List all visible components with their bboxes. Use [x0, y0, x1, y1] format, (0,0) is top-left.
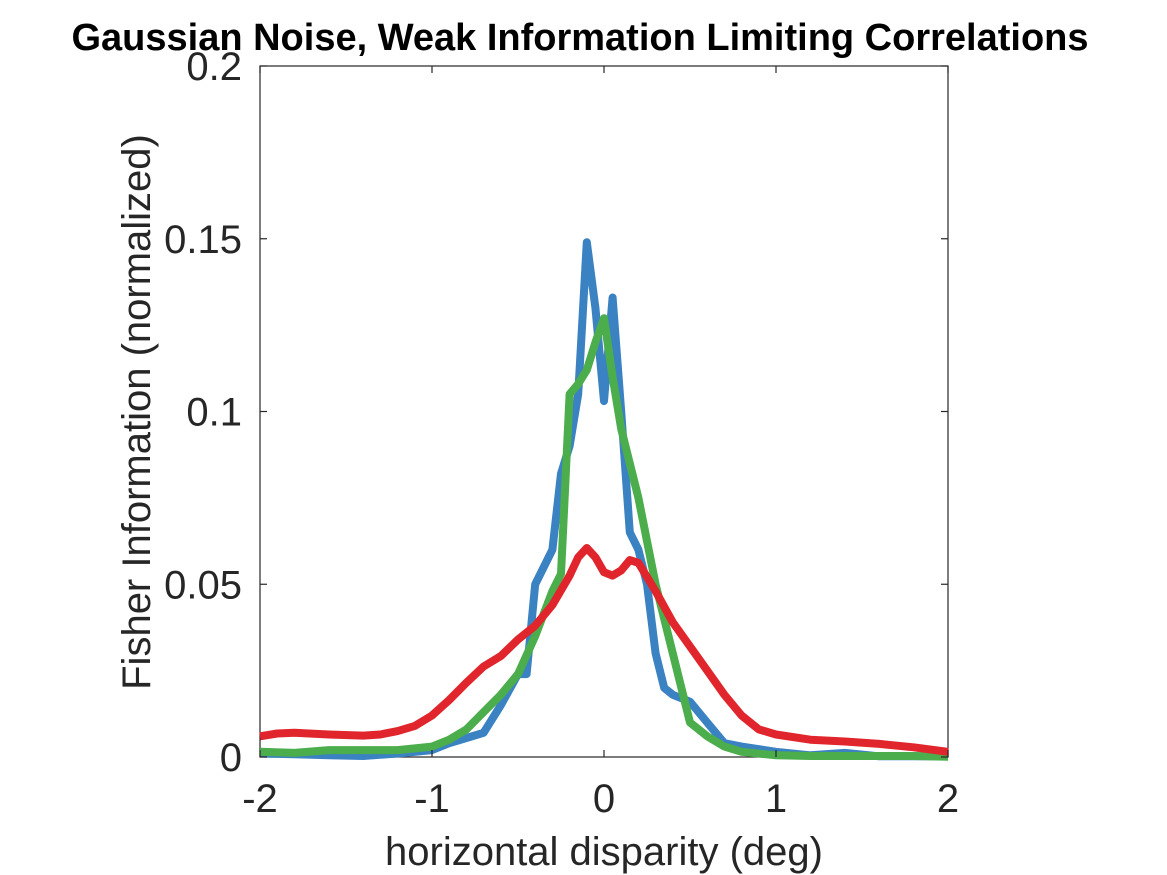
- y-tick-label: 0: [220, 736, 242, 780]
- plot-area: [259, 65, 949, 758]
- x-tick-label: -2: [242, 777, 278, 821]
- y-tick-label: 0.15: [164, 218, 242, 262]
- y-axis-label: Fisher Information (normalized): [115, 134, 159, 690]
- series-line-2: [259, 314, 949, 761]
- axes-box: [259, 65, 949, 758]
- x-tick-label: 2: [937, 777, 959, 821]
- x-tick-label: 0: [593, 777, 615, 821]
- y-tick-label: 0.1: [186, 391, 242, 435]
- x-axis-label: horizontal disparity (deg): [385, 830, 823, 874]
- chart-title: Gaussian Noise, Weak Information Limitin…: [71, 17, 1088, 59]
- y-axis-ticks: 0 0.05 0.1 0.15 0.2: [164, 45, 948, 780]
- series-layer: [259, 238, 949, 761]
- y-tick-label: 0.05: [164, 563, 242, 607]
- x-axis-ticks: -2 -1 0 1 2: [242, 66, 959, 821]
- series-line-3: [259, 544, 949, 756]
- y-tick-label: 0.2: [186, 45, 242, 89]
- x-tick-label: -1: [414, 777, 450, 821]
- x-tick-label: 1: [765, 777, 787, 821]
